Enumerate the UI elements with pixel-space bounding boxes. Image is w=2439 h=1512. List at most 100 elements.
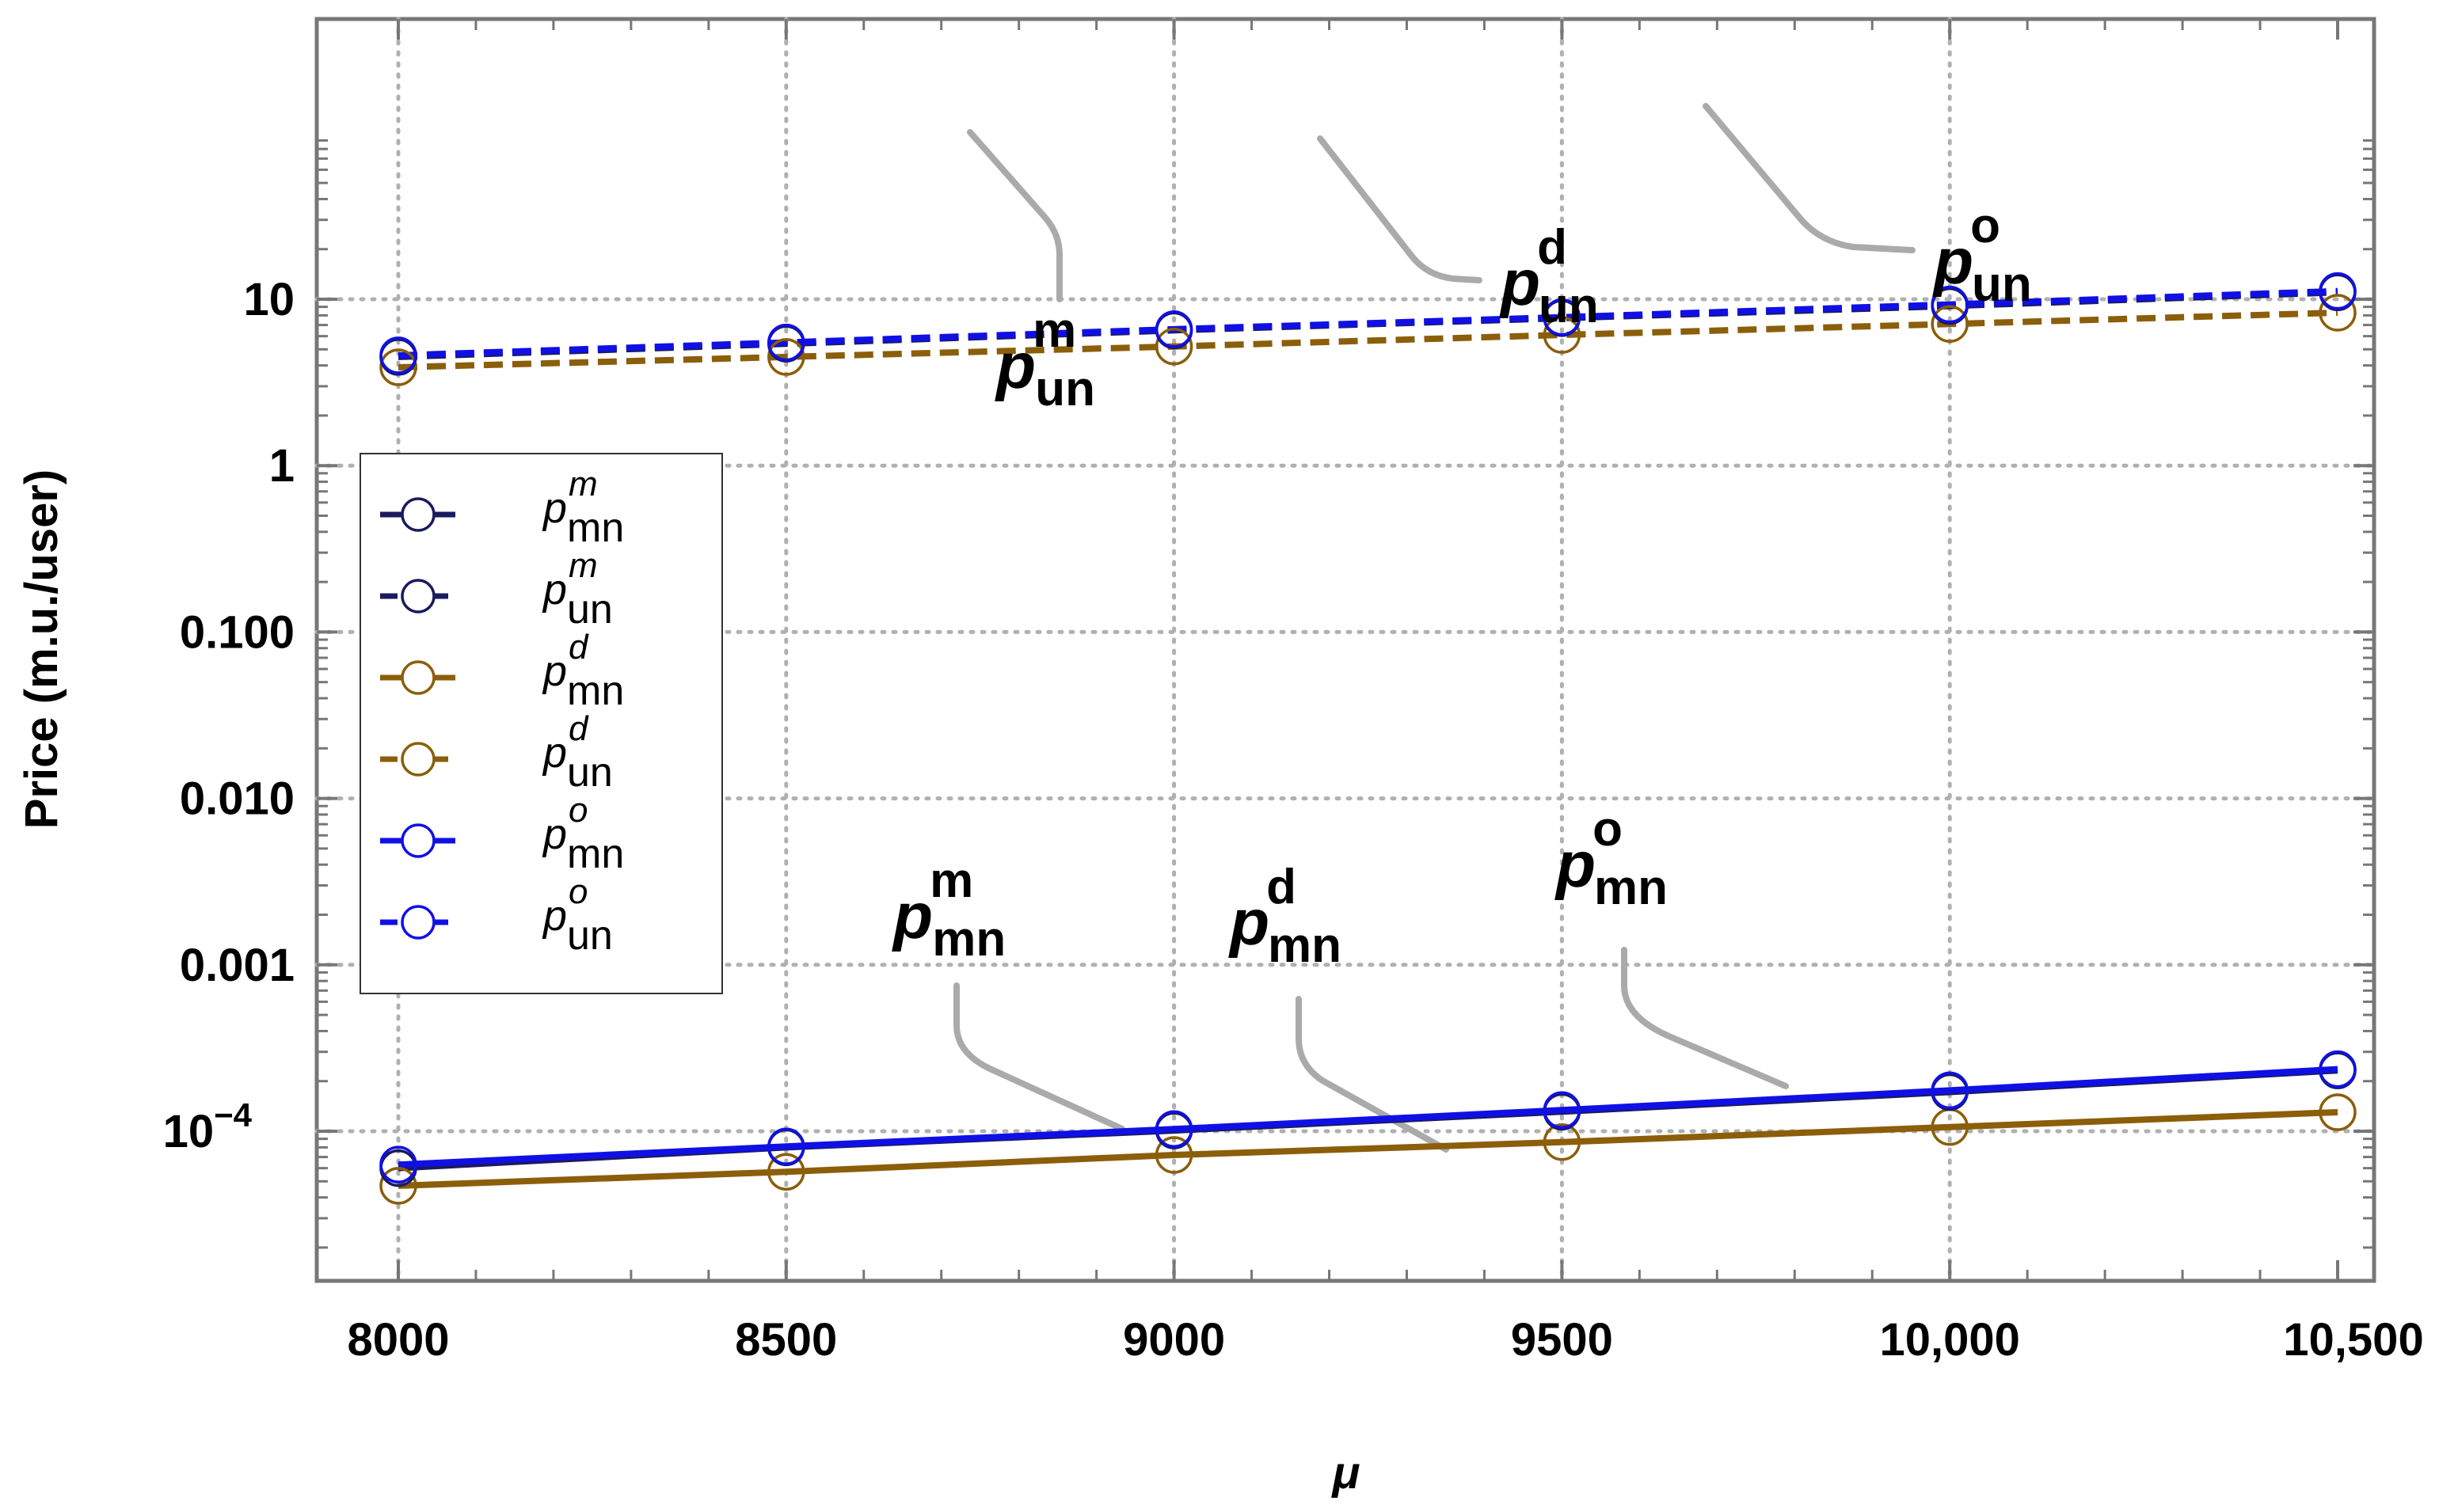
x-tick-label-2: 9000 <box>1123 1314 1225 1366</box>
plot-frame <box>314 17 2376 1283</box>
legend-label: pm mn <box>542 465 624 551</box>
legend-label-sub: un <box>567 913 613 959</box>
legend-label: pm un <box>542 546 613 633</box>
legend-label-sup: m <box>569 465 598 503</box>
anno-p-mn-o-sup: o <box>1592 802 1623 857</box>
point-p-un-d-10000 <box>1931 305 1969 344</box>
anno-p-un-o: po un <box>1932 199 2032 312</box>
anno-p-mn-d: pd mn <box>1228 860 1341 973</box>
legend-label-sub: mn <box>567 668 624 714</box>
legend-item-p-mn-d: pd mn <box>380 628 624 714</box>
point-p-un-o-10000 <box>1931 285 1969 324</box>
point-p-mn-d-9000 <box>1155 1136 1193 1174</box>
point-p-mn-o-8000 <box>379 1145 417 1183</box>
y-tick-label-1: 1 <box>269 440 295 492</box>
legend-swatch-marker <box>401 497 436 532</box>
legend-label-main: p <box>542 648 567 695</box>
point-p-mn-o-10500 <box>2319 1050 2357 1088</box>
y-tick-label-5: 10−4 <box>163 1096 253 1157</box>
point-p-mn-d-8500 <box>767 1153 805 1191</box>
point-p-un-d-10500 <box>2319 294 2357 332</box>
legend-label: po mn <box>542 791 624 877</box>
series-markers <box>379 272 2357 1205</box>
series-line-p-mn-d <box>398 1109 2338 1189</box>
point-p-un-d-8000 <box>379 348 417 386</box>
leader-p-mn-o <box>1621 947 1789 1089</box>
point-p-un-o-10500 <box>2319 272 2357 310</box>
point-p-un-o-9000 <box>1155 310 1193 348</box>
legend-swatch-marker <box>401 742 436 777</box>
legend-label-main: p <box>542 566 567 614</box>
y-tick-label-4: 0.001 <box>180 940 295 991</box>
legend-item-p-un-o: po un <box>380 872 613 959</box>
anno-p-mn-m: pm mn <box>892 853 1006 967</box>
x-tick-label-3: 9500 <box>1511 1314 1613 1366</box>
legend-item-p-un-d: pd un <box>380 709 613 796</box>
anno-p-mn-d-main: p <box>1228 887 1269 959</box>
leader-p-mn-m <box>953 982 1125 1132</box>
point-p-mn-o-10000 <box>1931 1071 1969 1110</box>
anno-p-mn-o: po mn <box>1554 802 1668 915</box>
legend-item-p-un-m: pm un <box>380 546 613 633</box>
x-tick-label-4: 10,000 <box>1879 1314 2019 1366</box>
series-line-p-un-o <box>398 287 2338 359</box>
point-p-un-o-8000 <box>379 336 417 374</box>
leader-p-mn-d <box>1296 996 1449 1153</box>
legend-label-main: p <box>542 484 567 532</box>
x-tick-label-5: 10,500 <box>2283 1314 2423 1366</box>
anno-p-mn-d-sup: d <box>1266 860 1296 914</box>
anno-p-un-o-sub: un <box>1972 257 2032 312</box>
legend-box <box>360 453 723 994</box>
anno-p-un-d-sup: d <box>1537 220 1567 275</box>
legend-label-main: p <box>542 892 567 940</box>
y-tick-label-base: 10 <box>163 1106 215 1157</box>
point-p-un-d-9500 <box>1543 316 1581 354</box>
legend-label-sup: d <box>569 628 589 667</box>
legend-swatch-marker <box>401 905 436 940</box>
callout-leaders <box>953 103 1916 1153</box>
leader-p-un-d <box>1317 135 1482 283</box>
anno-p-mn-o-sub: mn <box>1594 860 1668 915</box>
legend-label-sub: un <box>567 750 613 796</box>
point-p-un-o-9500 <box>1543 298 1581 336</box>
series-line-p-un-d <box>398 310 2338 370</box>
series-lines <box>398 287 2338 1189</box>
anno-p-un-d: pd un <box>1499 220 1599 333</box>
point-p-un-o-8500 <box>767 323 805 362</box>
y-tick-label-0: 10 <box>243 274 295 325</box>
legend-label-sup: d <box>569 709 589 748</box>
point-p-un-d-8500 <box>767 338 805 376</box>
x-tick-label-1: 8500 <box>735 1314 837 1366</box>
anno-p-un-d-sub: un <box>1539 279 1599 333</box>
point-p-un-d-9000 <box>1155 327 1193 366</box>
anno-p-un-o-main: p <box>1932 226 1973 298</box>
point-p-mn-d-10500 <box>2319 1093 2357 1131</box>
y-tick-label-3: 0.010 <box>180 773 295 825</box>
anno-p-un-m-sub: un <box>1035 362 1095 416</box>
point-p-mn-d-9500 <box>1543 1123 1581 1161</box>
legend-item-p-mn-o: po mn <box>380 791 624 877</box>
anno-p-un-o-sup: o <box>1970 199 2000 253</box>
legend-swatch-marker <box>401 823 436 858</box>
point-p-mn-o-9500 <box>1543 1091 1581 1130</box>
legend-label-sup: m <box>569 546 598 585</box>
anno-p-mn-m-main: p <box>892 880 933 952</box>
anno-p-un-m-sup: m <box>1033 303 1076 358</box>
leader-p-un-m <box>967 129 1063 302</box>
callout-labels: pm un pd un po un pm mn pd mn po mn <box>892 199 2032 973</box>
anno-p-mn-o-main: p <box>1554 829 1596 901</box>
legend-label-sub: mn <box>567 831 624 877</box>
legend-swatch-marker <box>401 660 436 695</box>
leader-p-un-o <box>1703 103 1916 253</box>
anno-p-mn-d-sub: mn <box>1268 918 1341 973</box>
legend-label-sup: o <box>569 872 588 911</box>
x-tick-label-0: 8000 <box>347 1314 449 1366</box>
y-tick-label-2: 0.100 <box>180 606 295 658</box>
x-axis-title: μ <box>1331 1447 1360 1499</box>
anno-p-mn-m-sub: mn <box>932 912 1006 967</box>
anno-p-un-m-main: p <box>995 330 1036 402</box>
legend-label-main: p <box>542 729 567 777</box>
point-p-mn-d-8000 <box>379 1167 417 1205</box>
